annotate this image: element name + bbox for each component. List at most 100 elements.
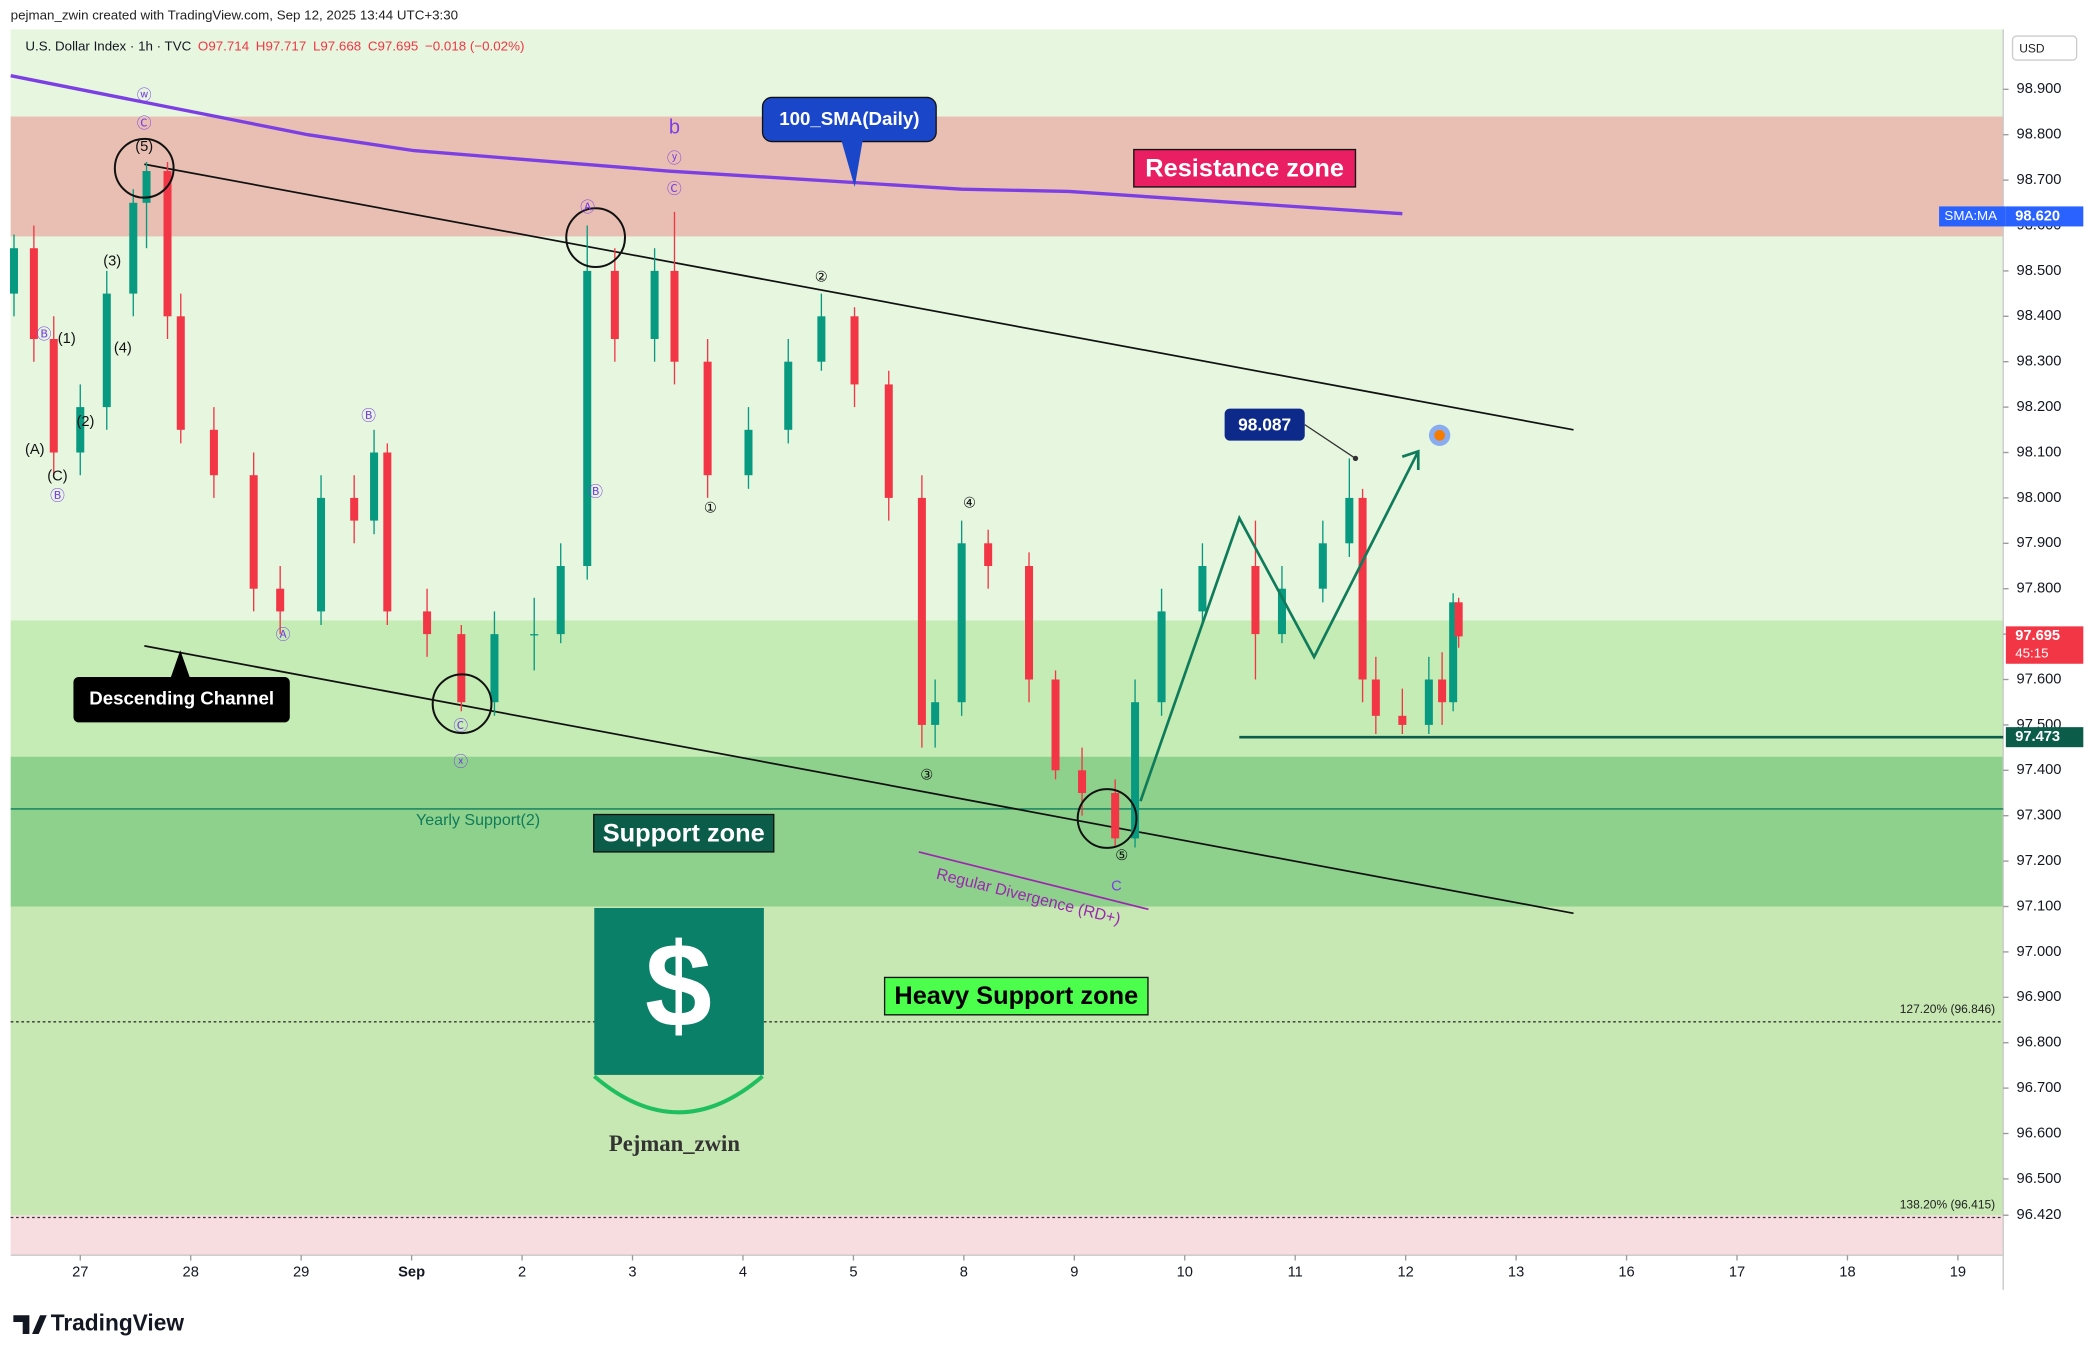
level-label: Yearly Support(2): [416, 811, 540, 829]
y-tick-label: 96.500: [2017, 1171, 2062, 1187]
wave-label: ①: [704, 501, 717, 517]
high-callout: 98.087: [1238, 415, 1291, 435]
divergence-line: [918, 851, 1149, 911]
candle-body: [817, 316, 826, 362]
y-tick-label: 98.000: [2017, 490, 2062, 506]
candle-body: [209, 429, 218, 476]
y-tick-label: 98.200: [2017, 399, 2062, 415]
pivot-circle: [1076, 788, 1138, 849]
candle-body: [1345, 497, 1354, 544]
wave-label: C: [1111, 879, 1122, 895]
candle-body: [249, 475, 258, 589]
projection-path: [1139, 450, 1420, 802]
candle-body: [1051, 679, 1060, 771]
candle-body: [670, 270, 679, 362]
wave-label: Ⓑ: [37, 326, 52, 343]
zone-label-box: [883, 976, 1149, 1016]
candle-body: [49, 339, 58, 453]
zone: [10, 906, 2004, 1216]
lower-band: [10, 1215, 2004, 1256]
candle-body: [176, 316, 185, 430]
price-tag: [2005, 727, 2084, 748]
candle-body: [530, 634, 539, 636]
channel-label: Descending Channel: [89, 688, 274, 709]
wave-label: (4): [114, 340, 132, 356]
candle-body: [650, 270, 659, 340]
target-icon: [1434, 429, 1445, 441]
level-label: 127.20% (96.846): [1900, 1002, 1995, 1016]
candle-body: [383, 452, 392, 612]
candle-body: [850, 316, 859, 385]
candle-body: [1449, 602, 1458, 703]
wave-label: ②: [815, 270, 828, 286]
candle-body: [163, 171, 172, 317]
pivot-circle: [113, 137, 175, 199]
candle-body: [1371, 679, 1380, 716]
candle-body: [610, 270, 619, 340]
candle-body: [9, 248, 19, 294]
zone-label-box: [1133, 148, 1357, 188]
logo-icon: $: [645, 919, 712, 1053]
channel-line: [144, 645, 1574, 915]
x-tick-label: 10: [1177, 1264, 1193, 1280]
price-tag-label: 98.620: [2015, 208, 2060, 224]
candle-body: [423, 611, 432, 635]
legend-stat: −0.018 (−0.02%): [425, 38, 524, 53]
y-tick-label: 97.300: [2017, 808, 2062, 824]
wave-label: ⓧ: [453, 753, 468, 770]
candle-body: [703, 361, 712, 476]
legend: U.S. Dollar Index · 1h · TVC O97.714 H97.7…: [25, 38, 524, 53]
channel-line: [144, 163, 1574, 431]
y-tick-label: 98.400: [2017, 308, 2062, 324]
callout-box: [73, 676, 290, 723]
projection-arrow: [1401, 449, 1420, 471]
candle-body: [1277, 588, 1286, 635]
x-tick-label: 9: [1070, 1264, 1078, 1280]
y-tick-label: 97.800: [2017, 581, 2062, 597]
wave-label: ④: [963, 495, 976, 511]
wave-label: ③: [920, 768, 933, 784]
pivot-circle: [565, 207, 626, 269]
header: pejman_zwin created with TradingView.com…: [11, 8, 458, 23]
wave-label: (5): [135, 139, 153, 155]
sma-name: SMA:MA: [1944, 208, 1997, 223]
brand-logo: [13, 1315, 47, 1334]
zone-label: Support zone: [603, 819, 765, 847]
price-tag-label: 97.473: [2015, 729, 2060, 745]
candle-body: [1318, 543, 1327, 589]
y-tick-label: 98.800: [2017, 127, 2062, 143]
y-tick-label: 98.100: [2017, 444, 2062, 460]
wave-label: Ⓑ: [361, 407, 376, 424]
candle-body: [1111, 793, 1120, 839]
zone-label: Heavy Support zone: [894, 982, 1138, 1010]
x-tick-label: 13: [1508, 1264, 1524, 1280]
candle-body: [1078, 770, 1087, 794]
x-tick-label: 5: [849, 1264, 857, 1280]
y-tick-label: 98.500: [2017, 263, 2062, 279]
countdown: 45:15: [2015, 645, 2048, 660]
candle-body: [884, 384, 893, 498]
y-tick-label: 96.700: [2017, 1080, 2062, 1096]
x-tick-label: 11: [1288, 1264, 1303, 1280]
candle-body: [370, 452, 379, 521]
currency-box: [2011, 35, 2078, 61]
pivot-circle: [431, 673, 493, 735]
callout-dot: [1352, 455, 1359, 462]
candle-body: [744, 429, 753, 476]
x-tick-label: 16: [1618, 1264, 1634, 1280]
candle-body: [129, 202, 138, 294]
wave-label: (C): [47, 469, 67, 485]
logo-box: [594, 908, 764, 1075]
candle-body: [1358, 497, 1367, 680]
y-tick-label: 98.900: [2017, 81, 2062, 97]
wave-label: Ⓐ: [580, 199, 595, 216]
candle-body: [1131, 702, 1140, 839]
currency: USD: [2019, 42, 2045, 56]
wave-label: Ⓒ: [453, 717, 468, 734]
candle-body: [350, 497, 359, 521]
price-tag-label: 97.695: [2015, 628, 2060, 644]
candle-body: [276, 588, 285, 612]
candle-body: [1424, 679, 1433, 725]
y-tick-label: 96.800: [2017, 1035, 2062, 1051]
wave-label: ⓨ: [667, 150, 682, 167]
